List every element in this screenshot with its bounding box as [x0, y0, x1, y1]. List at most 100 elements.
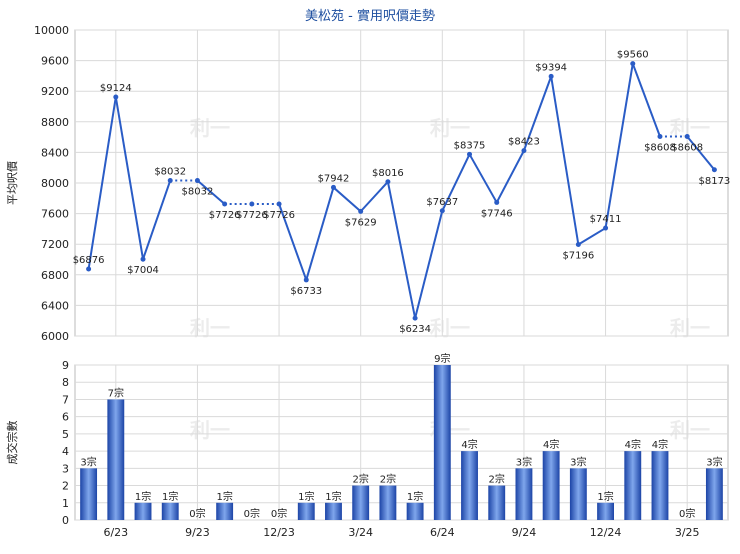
line-segment-8 — [305, 187, 335, 281]
line-ytick-2: 6800 — [41, 269, 69, 282]
line-segment-2 — [142, 180, 172, 260]
bar-data-label-3: 1宗 — [162, 490, 178, 503]
line-data-label-14: $8375 — [454, 140, 486, 151]
line-segment-18 — [577, 227, 607, 246]
line-segment-0 — [87, 96, 117, 270]
bar-xtick-10: 3/24 — [348, 526, 373, 539]
bar-data-label-22: 0宗 — [679, 507, 695, 520]
bar-19 — [597, 502, 614, 520]
bar-5 — [216, 502, 234, 520]
line-segment-9 — [332, 186, 362, 213]
line-point-15 — [494, 199, 500, 205]
line-data-label-6: $7726 — [236, 210, 268, 221]
bar-21 — [651, 451, 669, 520]
bar-data-label-21: 4宗 — [652, 438, 668, 451]
bar-data-label-16: 3宗 — [516, 455, 532, 468]
line-data-label-4: $8032 — [182, 187, 214, 198]
bar-13 — [433, 365, 451, 520]
line-data-label-23: $8173 — [698, 176, 730, 187]
line-point-23 — [711, 167, 717, 173]
bar-12 — [406, 502, 424, 520]
line-data-label-12: $6234 — [399, 324, 431, 335]
line-point-5 — [222, 201, 228, 207]
line-point-13 — [439, 208, 445, 214]
line-point-4 — [194, 178, 200, 184]
bar-ytick-8: 8 — [62, 376, 69, 389]
line-segment-14 — [468, 153, 498, 203]
line-data-label-15: $7746 — [481, 208, 513, 219]
line-segment-17 — [550, 76, 580, 245]
watermark-0: 利一 — [190, 116, 230, 140]
line-point-8 — [303, 277, 309, 283]
line-data-label-22: $8608 — [671, 142, 703, 153]
bar-ytick-1: 1 — [62, 497, 69, 510]
bar-1 — [107, 399, 125, 520]
bar-xtick-7: 12/23 — [263, 526, 295, 539]
bar-data-label-17: 4宗 — [543, 438, 559, 451]
bar-xtick-13: 6/24 — [430, 526, 455, 539]
bar-18 — [569, 468, 587, 520]
line-data-label-11: $8016 — [372, 168, 404, 179]
line-point-2 — [140, 256, 146, 262]
line-ytick-3: 7200 — [41, 238, 69, 251]
line-data-label-5: $7726 — [209, 210, 241, 221]
line-point-17 — [548, 73, 554, 79]
bar-data-label-7: 0宗 — [271, 507, 287, 520]
bar-ytick-9: 9 — [62, 359, 69, 372]
line-segment-12 — [414, 210, 444, 319]
bar-xtick-16: 9/24 — [512, 526, 537, 539]
line-data-label-1: $9124 — [100, 83, 132, 94]
line-data-label-9: $7942 — [318, 173, 350, 184]
bar-ytick-0: 0 — [62, 514, 69, 527]
watermark-6: 利一 — [190, 418, 230, 442]
bar-17 — [542, 451, 560, 520]
bar-data-label-6: 0宗 — [244, 507, 260, 520]
bar-ytick-2: 2 — [62, 480, 69, 493]
line-data-label-3: $8032 — [154, 167, 186, 178]
line-point-1 — [113, 94, 119, 100]
bar-ytick-7: 7 — [62, 393, 69, 406]
line-data-label-10: $7629 — [345, 217, 377, 228]
bar-data-label-10: 2宗 — [353, 473, 369, 486]
line-point-12 — [412, 315, 418, 321]
line-data-label-19: $7411 — [590, 214, 622, 225]
line-point-19 — [603, 225, 609, 231]
line-data-label-18: $7196 — [562, 251, 594, 262]
line-data-label-20: $9560 — [617, 50, 649, 61]
bar-data-label-23: 3宗 — [706, 455, 722, 468]
bar-xtick-19: 12/24 — [590, 526, 622, 539]
line-segment-10 — [359, 181, 389, 213]
line-ytick-9: 9600 — [41, 55, 69, 68]
line-point-0 — [86, 266, 92, 272]
line-data-label-2: $7004 — [127, 265, 159, 276]
line-data-label-16: $8423 — [508, 137, 540, 148]
line-data-label-7: $7726 — [263, 210, 295, 221]
line-segment-13 — [441, 153, 471, 212]
line-point-20 — [630, 61, 636, 67]
bar-14 — [461, 451, 478, 520]
bar-data-label-11: 2宗 — [380, 473, 396, 486]
line-segment-11 — [386, 181, 417, 319]
line-data-label-17: $9394 — [535, 62, 567, 73]
bar-y-axis-label: 成交宗數 — [5, 421, 19, 465]
bar-data-label-1: 7宗 — [108, 386, 124, 399]
line-point-16 — [521, 148, 527, 154]
bar-data-label-8: 1宗 — [298, 490, 314, 503]
line-point-21 — [657, 133, 663, 139]
line-ytick-8: 9200 — [41, 85, 69, 98]
bar-ytick-3: 3 — [62, 462, 69, 475]
bar-2 — [134, 502, 152, 520]
bar-16 — [515, 468, 533, 520]
bar-ytick-5: 5 — [62, 428, 69, 441]
bar-data-label-20: 4宗 — [625, 438, 641, 451]
bar-9 — [325, 502, 342, 520]
line-data-label-8: $6733 — [290, 286, 322, 297]
bar-data-label-14: 4宗 — [461, 438, 477, 451]
bar-8 — [297, 502, 315, 520]
price-line-chart: 6000 6400 6800 7200 7600 8000 8400 8800 9200 9600… — [5, 24, 730, 343]
line-point-14 — [467, 151, 473, 157]
line-ytick-5: 8000 — [41, 177, 69, 190]
bar-20 — [624, 451, 642, 520]
